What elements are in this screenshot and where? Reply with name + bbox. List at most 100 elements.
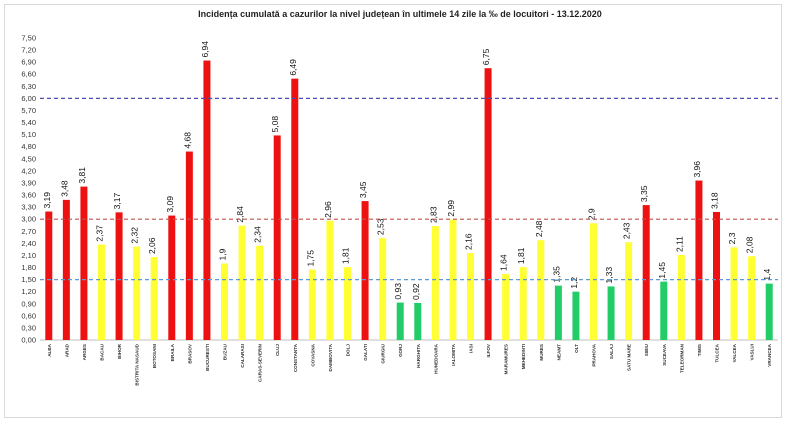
data-label: 2,83 bbox=[428, 206, 438, 223]
data-label: 2,53 bbox=[376, 218, 386, 235]
data-label: 2,48 bbox=[534, 220, 544, 237]
x-tick-label: BACAU bbox=[100, 343, 105, 360]
data-label: 6,75 bbox=[481, 48, 491, 65]
y-tick-label: 0,00 bbox=[21, 336, 36, 345]
data-label: 2,37 bbox=[95, 225, 105, 242]
x-tick-label: DOLJ bbox=[346, 344, 351, 357]
data-label: 3,09 bbox=[165, 196, 175, 213]
x-tick-label: BUCURESTI bbox=[205, 344, 210, 371]
y-tick-label: 7,50 bbox=[21, 34, 36, 43]
y-tick-label: 6,30 bbox=[21, 82, 36, 91]
x-tick-label: TELEORMAN bbox=[679, 343, 684, 373]
bar bbox=[484, 68, 492, 340]
x-tick-label: NEAMT bbox=[556, 344, 561, 361]
x-tick-label: COVASNA bbox=[310, 343, 315, 366]
data-label: 2,84 bbox=[235, 206, 245, 223]
x-tick-label: VRANCEA bbox=[767, 343, 772, 366]
y-tick-label: 5,10 bbox=[21, 130, 36, 139]
x-tick-label: MURES bbox=[539, 344, 544, 361]
bar bbox=[291, 78, 299, 340]
x-tick-label: BRASOV bbox=[187, 343, 192, 364]
x-tick-label: BRAILA bbox=[170, 343, 175, 361]
data-label: 2,43 bbox=[622, 222, 632, 239]
bar bbox=[572, 291, 580, 340]
x-tick-label: ILFOV bbox=[486, 343, 491, 357]
bar bbox=[730, 247, 738, 340]
y-tick-label: 1,80 bbox=[21, 263, 36, 272]
bar bbox=[502, 273, 510, 340]
bar bbox=[45, 211, 53, 340]
data-label: 1,33 bbox=[604, 267, 614, 284]
y-tick-label: 4,20 bbox=[21, 166, 36, 175]
y-tick-label: 4,50 bbox=[21, 154, 36, 163]
bar bbox=[273, 135, 281, 340]
data-label: 2,06 bbox=[147, 237, 157, 254]
data-label: 3,35 bbox=[639, 185, 649, 202]
bar bbox=[695, 180, 703, 340]
data-label: 1,4 bbox=[762, 269, 772, 281]
x-tick-label: MEHEDINTI bbox=[521, 344, 526, 369]
bar bbox=[519, 267, 527, 340]
x-tick-label: BISTRITA NASAUD bbox=[135, 343, 140, 385]
data-label: 1,81 bbox=[341, 247, 351, 264]
data-label: 3,19 bbox=[42, 192, 52, 209]
bar bbox=[467, 253, 474, 340]
bar bbox=[660, 281, 668, 340]
x-tick-label: SATU MARE bbox=[627, 344, 632, 371]
bar bbox=[344, 267, 351, 340]
bar bbox=[80, 186, 88, 340]
x-tick-label: HARGHITA bbox=[416, 343, 421, 368]
x-tick-label: CONSTANTA bbox=[293, 343, 298, 372]
y-tick-label: 2,10 bbox=[21, 251, 36, 260]
bar bbox=[150, 257, 158, 340]
data-label: 2,11 bbox=[674, 236, 684, 252]
y-tick-label: 4,80 bbox=[21, 142, 36, 151]
x-tick-label: CALARASI bbox=[240, 344, 245, 368]
bar bbox=[414, 302, 422, 340]
data-label: 2,99 bbox=[446, 200, 456, 217]
data-label: 3,18 bbox=[710, 192, 720, 209]
data-label: 2,9 bbox=[587, 208, 597, 220]
x-tick-label: ARGES bbox=[82, 344, 87, 360]
y-tick-label: 3,00 bbox=[21, 215, 36, 224]
data-label: 1,45 bbox=[657, 262, 667, 279]
bar bbox=[590, 223, 597, 340]
y-tick-label: 0,90 bbox=[21, 299, 36, 308]
y-tick-label: 2,40 bbox=[21, 239, 36, 248]
bar bbox=[185, 151, 193, 340]
bar bbox=[765, 283, 773, 340]
x-tick-label: GALATI bbox=[363, 344, 368, 361]
chart-title: Incidența cumulată a cazurilor la nivel … bbox=[198, 9, 602, 19]
y-tick-label: 5,70 bbox=[21, 106, 36, 115]
data-label: 2,3 bbox=[727, 232, 737, 244]
data-label: 3,96 bbox=[692, 161, 702, 178]
data-label: 2,34 bbox=[253, 226, 263, 243]
y-tick-label: 0,60 bbox=[21, 311, 36, 320]
bar bbox=[221, 263, 228, 340]
bar bbox=[168, 215, 176, 340]
bar bbox=[396, 302, 404, 340]
x-tick-label: BUZAU bbox=[223, 343, 228, 360]
x-tick-label: CARAS-SEVERIN bbox=[258, 343, 263, 382]
data-label: 2,32 bbox=[130, 227, 140, 244]
bar bbox=[449, 219, 457, 340]
x-tick-label: OLT bbox=[574, 344, 579, 353]
y-tick-label: 2,70 bbox=[21, 227, 36, 236]
x-tick-label: SALAJ bbox=[609, 344, 614, 360]
bar bbox=[431, 226, 439, 340]
bar bbox=[98, 244, 105, 340]
x-tick-label: IASI bbox=[469, 344, 474, 353]
x-tick-label: CLUJ bbox=[275, 344, 280, 356]
x-tick-label: SIBIU bbox=[644, 343, 649, 356]
bar bbox=[642, 205, 650, 340]
y-tick-label: 7,20 bbox=[21, 46, 36, 55]
x-tick-label: BIHOR bbox=[117, 343, 122, 358]
data-label: 3,45 bbox=[358, 181, 368, 198]
bar bbox=[62, 199, 70, 340]
bar bbox=[713, 211, 720, 340]
bar bbox=[607, 286, 615, 340]
bar bbox=[238, 225, 246, 340]
data-label: 1,9 bbox=[218, 248, 228, 260]
data-label: 5,08 bbox=[270, 116, 280, 133]
